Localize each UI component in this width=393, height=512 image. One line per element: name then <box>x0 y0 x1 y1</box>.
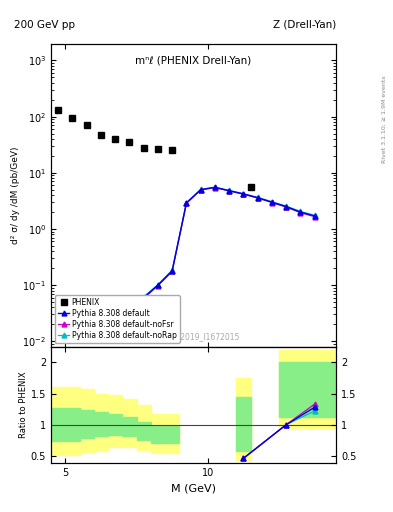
Pythia 8.308 default <box>312 213 317 219</box>
Bar <box>236 378 251 461</box>
Bar <box>51 387 79 455</box>
Pythia 8.308 default-noRap <box>127 305 132 311</box>
Bar <box>94 412 108 436</box>
Pythia 8.308 default <box>127 306 132 312</box>
PHENIX <box>56 107 61 113</box>
Pythia 8.308 default-noRap <box>213 184 217 190</box>
Pythia 8.308 default-noFsr <box>227 188 231 194</box>
Pythia 8.308 default-noRap <box>198 186 203 193</box>
X-axis label: M (GeV): M (GeV) <box>171 484 216 494</box>
Pythia 8.308 default-noRap <box>84 320 89 326</box>
Pythia 8.308 default-noRap <box>298 208 303 215</box>
Pythia 8.308 default <box>84 322 89 328</box>
PHENIX <box>113 136 118 142</box>
Text: PHENIX_2019_I1672015: PHENIX_2019_I1672015 <box>148 332 239 340</box>
Pythia 8.308 default-noRap <box>56 328 61 334</box>
Pythia 8.308 default-noFsr <box>113 317 118 323</box>
Pythia 8.308 default <box>284 204 288 210</box>
Pythia 8.308 default <box>170 268 174 274</box>
Pythia 8.308 default-noRap <box>255 194 260 200</box>
Bar <box>80 389 94 452</box>
Pythia 8.308 default-noRap <box>284 203 288 209</box>
Pythia 8.308 default-noFsr <box>284 204 288 210</box>
Pythia 8.308 default-noRap <box>156 282 160 288</box>
Bar <box>151 426 179 443</box>
Pythia 8.308 default <box>270 199 274 205</box>
Bar <box>137 421 151 440</box>
Pythia 8.308 default-noFsr <box>298 209 303 216</box>
Y-axis label: Ratio to PHENIX: Ratio to PHENIX <box>19 372 28 438</box>
Pythia 8.308 default-noFsr <box>255 195 260 201</box>
Pythia 8.308 default <box>141 294 146 301</box>
Bar <box>108 414 122 435</box>
Bar <box>94 394 108 451</box>
Pythia 8.308 default <box>227 187 231 194</box>
Pythia 8.308 default-noFsr <box>84 323 89 329</box>
PHENIX <box>70 115 75 121</box>
Pythia 8.308 default <box>70 324 75 330</box>
Line: Pythia 8.308 default: Pythia 8.308 default <box>56 185 317 335</box>
Bar <box>122 398 137 447</box>
Bar <box>236 397 251 451</box>
Pythia 8.308 default-noFsr <box>241 191 246 197</box>
Pythia 8.308 default <box>298 209 303 215</box>
Pythia 8.308 default-noRap <box>241 190 246 197</box>
Pythia 8.308 default <box>184 200 189 206</box>
PHENIX <box>248 184 253 190</box>
PHENIX <box>156 146 160 153</box>
Bar <box>137 405 151 450</box>
PHENIX <box>99 132 103 138</box>
Pythia 8.308 default-noFsr <box>141 295 146 302</box>
Text: 200 GeV pp: 200 GeV pp <box>14 20 75 30</box>
Pythia 8.308 default-noFsr <box>70 325 75 331</box>
Pythia 8.308 default-noFsr <box>56 332 61 338</box>
Bar <box>151 414 179 454</box>
Pythia 8.308 default-noRap <box>184 200 189 206</box>
Pythia 8.308 default-noFsr <box>312 214 317 220</box>
Pythia 8.308 default-noFsr <box>170 268 174 274</box>
Pythia 8.308 default-noFsr <box>213 184 217 190</box>
Pythia 8.308 default-noRap <box>170 267 174 273</box>
Pythia 8.308 default <box>56 330 61 336</box>
Pythia 8.308 default <box>241 191 246 197</box>
PHENIX <box>127 139 132 145</box>
PHENIX <box>170 147 174 154</box>
Pythia 8.308 default-noRap <box>141 294 146 300</box>
Bar <box>122 417 137 436</box>
Pythia 8.308 default <box>99 319 103 325</box>
Pythia 8.308 default-noFsr <box>270 200 274 206</box>
Pythia 8.308 default-noFsr <box>184 200 189 206</box>
Pythia 8.308 default-noRap <box>227 187 231 194</box>
Bar <box>51 408 79 441</box>
Pythia 8.308 default-noRap <box>99 318 103 324</box>
Pythia 8.308 default-noRap <box>70 323 75 329</box>
Pythia 8.308 default-noFsr <box>99 320 103 326</box>
Bar <box>108 395 122 447</box>
Legend: PHENIX, Pythia 8.308 default, Pythia 8.308 default-noFsr, Pythia 8.308 default-n: PHENIX, Pythia 8.308 default, Pythia 8.3… <box>55 295 180 343</box>
Pythia 8.308 default <box>113 316 118 322</box>
Pythia 8.308 default-noRap <box>270 199 274 205</box>
Pythia 8.308 default <box>198 186 203 193</box>
Pythia 8.308 default-noRap <box>113 315 118 321</box>
Line: Pythia 8.308 default-noRap: Pythia 8.308 default-noRap <box>56 185 317 334</box>
Text: Z (Drell-Yan): Z (Drell-Yan) <box>273 20 336 30</box>
Pythia 8.308 default-noRap <box>312 212 317 219</box>
Pythia 8.308 default <box>213 184 217 190</box>
PHENIX <box>84 121 89 127</box>
Pythia 8.308 default-noFsr <box>156 283 160 289</box>
Pythia 8.308 default <box>156 282 160 288</box>
Bar <box>80 410 94 438</box>
Line: PHENIX: PHENIX <box>55 107 253 190</box>
Pythia 8.308 default <box>255 195 260 201</box>
Pythia 8.308 default-noFsr <box>127 307 132 313</box>
Bar <box>279 362 336 417</box>
Bar <box>279 350 336 428</box>
Y-axis label: d² σ/ dy /dM (pb/GeV): d² σ/ dy /dM (pb/GeV) <box>11 146 20 244</box>
Line: Pythia 8.308 default-noFsr: Pythia 8.308 default-noFsr <box>56 185 317 337</box>
Text: Rivet 3.1.10; ≥ 1.9M events: Rivet 3.1.10; ≥ 1.9M events <box>382 75 387 163</box>
PHENIX <box>141 144 146 151</box>
Text: mⁿℓ (PHENIX Drell-Yan): mⁿℓ (PHENIX Drell-Yan) <box>136 56 252 66</box>
Pythia 8.308 default-noFsr <box>198 187 203 193</box>
